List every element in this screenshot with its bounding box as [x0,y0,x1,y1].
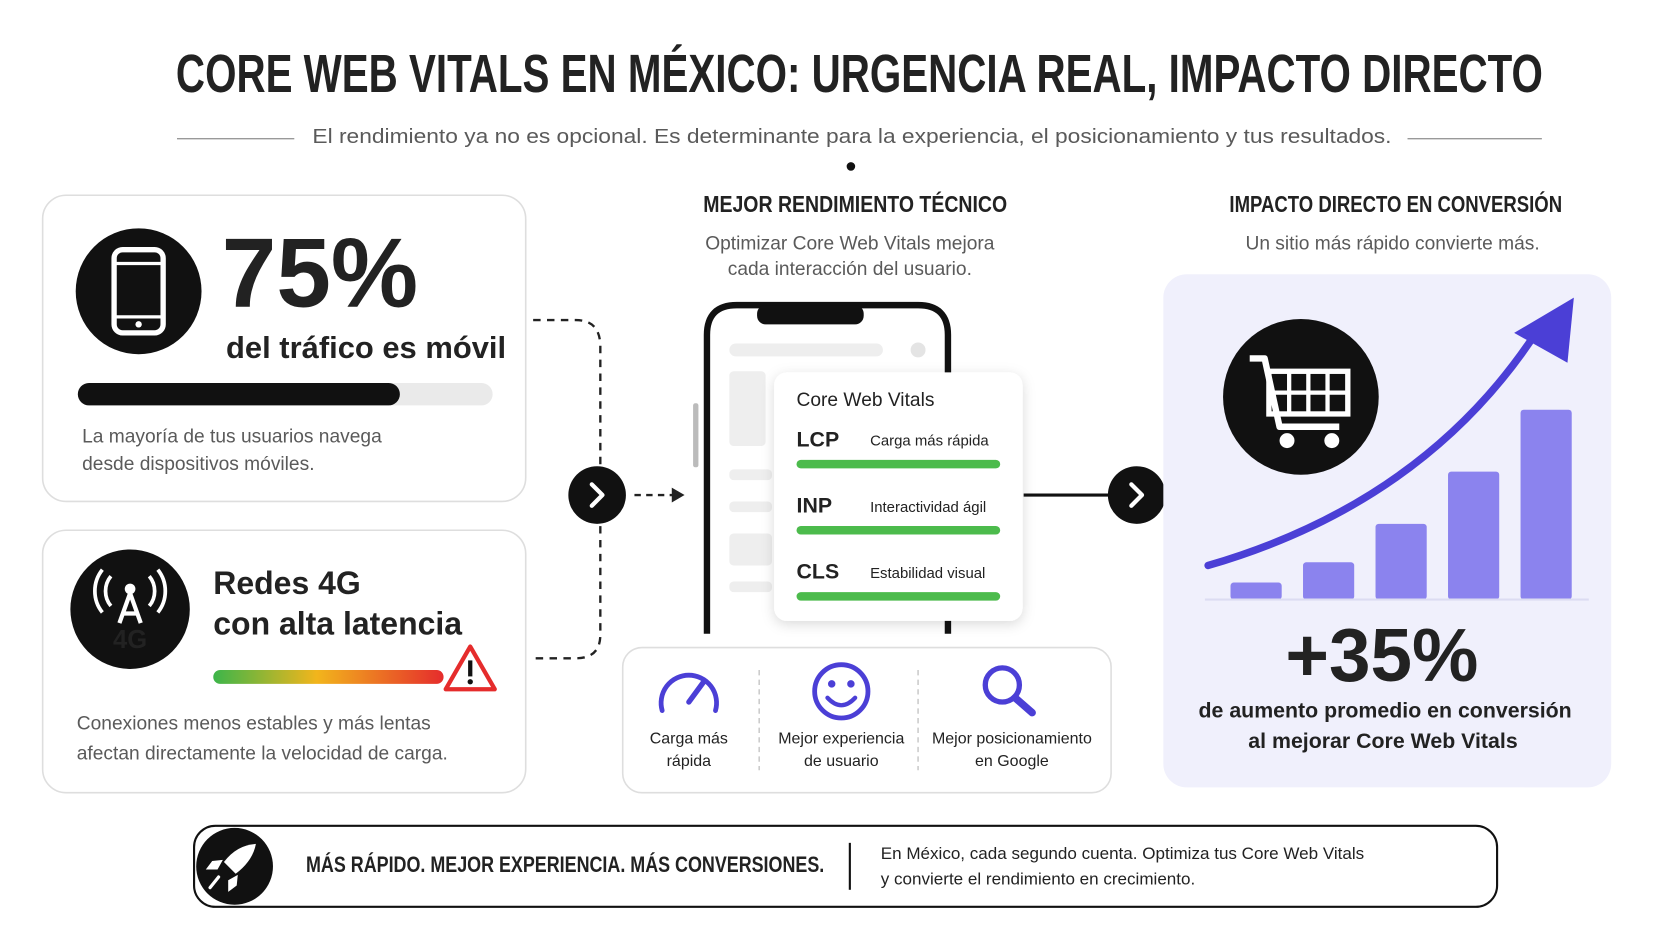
metric-list: LCP Carga más rápida INP Interactividad ági… [796,427,1001,601]
metric-label: Carga más rápida [870,433,989,450]
decoration [468,660,473,677]
center-description: Optimizar Core Web Vitals mejora [705,233,995,254]
decoration [729,501,773,513]
decoration [1129,482,1145,508]
decoration [124,583,136,595]
network-description: Conexiones menos estables y más lentas [77,713,431,734]
benefit-label: en Google [975,753,1049,770]
metric-bar [796,459,1001,469]
benefit-label: de usuario [804,753,879,770]
decoration [658,672,719,713]
decoration [910,342,926,358]
metric-bar [796,592,1001,601]
decoration [757,305,864,325]
right-heading: IMPACTO DIRECTO EN CONVERSIÓN [1229,190,1562,217]
network-title: Redes 4G [213,565,361,601]
metric-name: CLS [797,560,840,584]
network-icon-label: 4G [113,626,147,654]
decoration [671,487,685,503]
decoration [729,533,773,566]
decoration [1520,409,1572,600]
layout: CORE WEB VITALS EN MÉXICO: URGENCIA REAL… [41,44,1612,908]
benefit-label: Mejor posicionamiento [932,731,1092,748]
decoration [1268,371,1348,414]
decoration [111,246,166,336]
metric-label: Estabilidad visual [870,565,985,582]
decoration [1324,433,1340,449]
center-heading: MEJOR RENDIMIENTO TÉCNICO [703,190,1007,217]
center-description: cada interacción del usuario. [728,259,972,280]
decoration [223,843,256,874]
decoration [467,679,473,685]
decoration [1375,523,1427,600]
card-title: Core Web Vitals [797,390,935,411]
decoration [1279,433,1295,449]
decoration [693,403,699,468]
title: CORE WEB VITALS EN MÉXICO: URGENCIA REAL… [176,44,1543,104]
subtitle: El rendimiento ya no es opcional. Es det… [312,126,1391,148]
decoration [686,679,707,705]
decoration [729,581,773,593]
decoration [812,662,871,721]
benefit-label: rápida [667,753,712,770]
decoration [1303,562,1355,600]
footer-tagline: MÁS RÁPIDO. MEJOR EXPERIENCIA. MÁS CONVE… [306,852,824,877]
decoration [117,592,143,624]
mobile-label: del tráfico es móvil [226,330,506,365]
conversion-label: de aumento promedio en conversión [1199,698,1572,722]
decoration [70,549,190,669]
metric-name: LCP [797,427,840,451]
mobile-description: La mayoría de tus usuarios navega [82,426,382,447]
decoration [1230,582,1282,600]
metric-name: INP [797,493,833,517]
network-description: afectan directamente la velocidad de car… [77,743,448,764]
conversion-stat: +35% [1285,613,1478,697]
decoration [135,321,142,328]
benefit-label: Carga más [650,731,728,748]
decoration [77,383,400,406]
decoration [568,466,626,524]
metric-bar [796,525,1001,535]
decoration [827,680,836,688]
mobile-description: desde dispositivos móviles. [82,454,314,475]
decoration [75,228,202,355]
decoration [847,680,855,688]
decoration [205,859,238,892]
metrics-card [774,372,1023,621]
decoration [729,469,773,481]
decoration [213,670,444,684]
mobile-stat: 75% [222,217,418,327]
decoration [1011,694,1036,717]
decoration [1514,297,1574,363]
decoration [982,665,1023,705]
footer-message: y convierte el rendimiento en crecimient… [881,870,1195,889]
decoration [93,568,168,614]
decoration [1204,321,1545,570]
decoration [1223,319,1379,475]
network-title: con alta latencia [213,606,462,642]
decoration [1448,471,1500,600]
metric-label: Interactividad ágil [870,499,986,516]
footer-message: En México, cada segundo cuenta. Optimiza… [881,844,1364,863]
decoration [825,695,858,708]
footer-banner [193,824,1499,908]
decoration [589,482,605,508]
decoration [208,875,221,890]
benefit-list: Carga más rápida Mejor experiencia de usuar… [650,731,1092,770]
decoration [846,162,856,171]
conversion-label: al mejorar Core Web Vitals [1248,729,1517,753]
decoration [729,343,883,357]
benefit-label: Mejor experiencia [778,731,904,748]
right-description: Un sitio más rápido convierte más. [1245,233,1539,254]
decoration [729,371,766,446]
decoration [1107,466,1166,524]
benefits-card [621,646,1112,794]
